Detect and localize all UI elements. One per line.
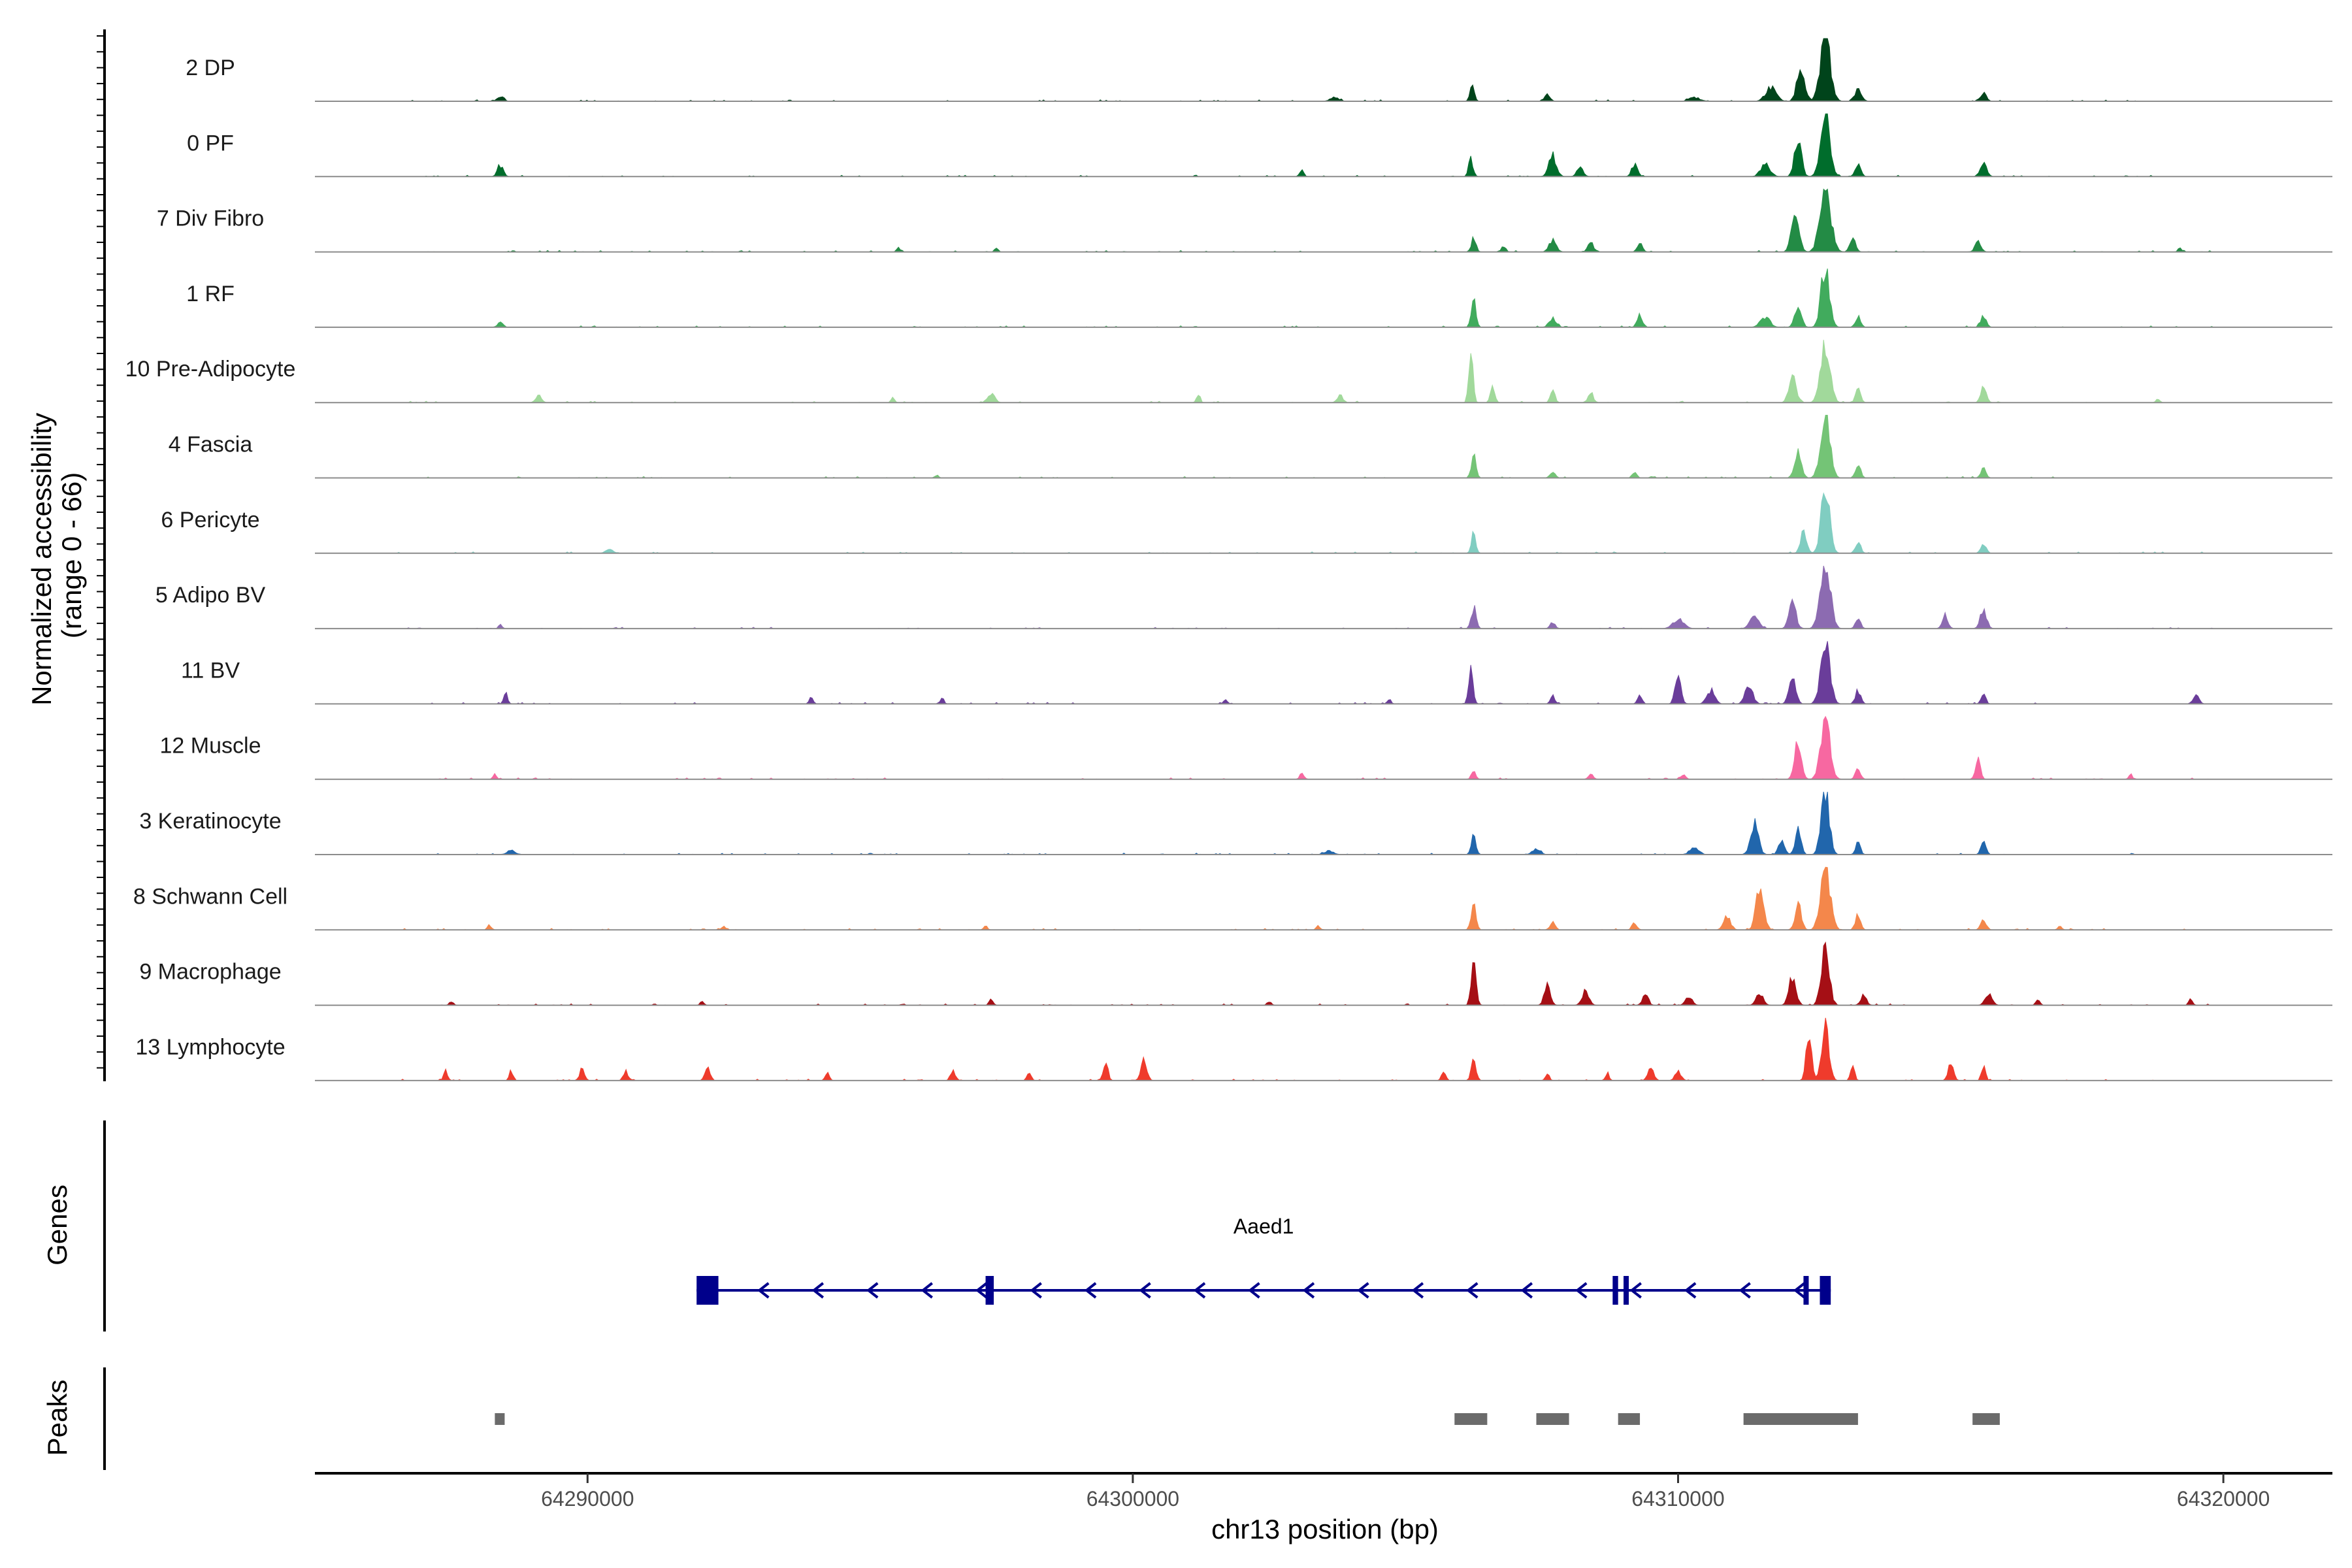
coverage-area (397, 565, 2224, 629)
track-4-fascia: 4 Fascia (169, 415, 2332, 479)
strand-arrow (1520, 1282, 1533, 1299)
coverage-area (397, 866, 2224, 930)
coverage-area (397, 268, 2224, 328)
y-axis-title-line1: Normalized accessibility (26, 413, 57, 706)
strand-arrow (1793, 1282, 1806, 1299)
strand-arrow (1629, 1282, 1642, 1299)
track-label: 10 Pre-Adipocyte (125, 357, 296, 382)
coverage-area (397, 641, 2224, 704)
strand-arrow (1739, 1282, 1751, 1299)
genes-panel-label: Genes (42, 1184, 73, 1266)
coverage-area (397, 791, 2224, 855)
gene-exon (1624, 1276, 1629, 1305)
strand-arrow (1684, 1282, 1697, 1299)
peak-region (1743, 1413, 1858, 1425)
strand-arrow (1357, 1282, 1369, 1299)
strand-arrow (811, 1282, 825, 1299)
track-label: 1 RF (186, 282, 235, 306)
track-13-lymphocyte: 13 Lymphocyte (135, 1017, 2332, 1081)
track-8-schwann-cell: 8 Schwann Cell (133, 866, 2332, 931)
x-tick-label: 64300000 (1086, 1487, 1179, 1511)
y-axis-title-line2: (range 0 - 66) (56, 472, 87, 638)
peak-region (495, 1413, 505, 1425)
track-2-dp: 2 DP (186, 38, 2332, 102)
strand-arrow (1302, 1282, 1315, 1299)
strand-arrow (1030, 1282, 1042, 1299)
track-0-pf: 0 PF (187, 113, 2332, 178)
strand-arrow (866, 1282, 879, 1299)
x-axis-title: chr13 position (bp) (1211, 1514, 1439, 1544)
gene-exon (1820, 1276, 1831, 1305)
track-9-macrophage: 9 Macrophage (139, 941, 2332, 1006)
track-6-pericyte: 6 Pericyte (161, 492, 2332, 554)
track-1-rf: 1 RF (186, 268, 2332, 328)
genes-panel: Aaed1 (103, 1120, 1831, 1331)
strand-arrow (1248, 1282, 1260, 1299)
track-label: 6 Pericyte (161, 508, 259, 532)
peak-region (1972, 1413, 2000, 1425)
gene-exon (1612, 1276, 1618, 1305)
gene-exon (985, 1276, 994, 1305)
coverage-area (397, 941, 2224, 1006)
coverage-area (397, 715, 2224, 780)
gene-exon (696, 1276, 719, 1305)
track-7-div-fibro: 7 Div Fibro (157, 188, 2332, 253)
x-tick-label: 64310000 (1631, 1487, 1724, 1511)
strand-arrow (921, 1282, 933, 1299)
y-axis-title: Normalized accessibility (range 0 - 66) (26, 405, 87, 706)
peak-region (1618, 1413, 1641, 1425)
strand-arrow (1575, 1282, 1588, 1299)
strand-arrow (1411, 1282, 1424, 1299)
strand-arrow (757, 1282, 770, 1299)
coverage-area (396, 492, 2224, 554)
coverage-area (397, 340, 2224, 403)
track-label: 0 PF (187, 131, 234, 155)
x-tick-label: 64320000 (2177, 1487, 2270, 1511)
track-label: 7 Div Fibro (157, 206, 264, 231)
strand-arrow (1466, 1282, 1478, 1299)
x-axis: 64290000 64300000 64310000 64320000 (315, 1472, 2332, 1511)
track-label: 5 Adipo BV (155, 583, 266, 608)
peaks-panel (103, 1367, 2000, 1470)
track-11-bv: 11 BV (181, 641, 2332, 705)
track-label: 9 Macrophage (139, 960, 281, 985)
coverage-tracks: 2 DP 0 PF 7 Div Fibro 1 RF 10 Pre-Adipocyte 4… (97, 29, 2332, 1081)
track-label: 12 Muscle (160, 734, 261, 759)
gene-exon (1803, 1276, 1809, 1305)
track-label: 8 Schwann Cell (133, 884, 287, 909)
track-12-muscle: 12 Muscle (160, 715, 2332, 780)
coverage-area (397, 38, 2224, 102)
track-label: 2 DP (186, 56, 235, 80)
track-label: 11 BV (181, 658, 240, 683)
strand-arrow (1084, 1282, 1097, 1299)
track-label: 4 Fascia (169, 433, 253, 457)
coverage-area (397, 188, 2224, 253)
peaks-panel-label: Peaks (42, 1380, 73, 1456)
track-label: 3 Keratinocyte (139, 809, 281, 834)
track-label: 13 Lymphocyte (135, 1035, 285, 1060)
gene-label: Aaed1 (1233, 1215, 1294, 1238)
peak-region (1536, 1413, 1569, 1425)
peak-region (1454, 1413, 1488, 1425)
strand-arrow (1139, 1282, 1151, 1299)
x-tick-label: 64290000 (541, 1487, 634, 1511)
track-5-adipo-bv: 5 Adipo BV (155, 565, 2332, 630)
strand-arrow (1193, 1282, 1206, 1299)
coverage-area (397, 113, 2224, 177)
coverage-area (397, 1017, 2224, 1081)
track-3-keratinocyte: 3 Keratinocyte (139, 791, 2332, 855)
strand-arrow (975, 1282, 988, 1299)
coverage-area (397, 415, 2224, 479)
track-10-pre-adipocyte: 10 Pre-Adipocyte (125, 340, 2332, 404)
